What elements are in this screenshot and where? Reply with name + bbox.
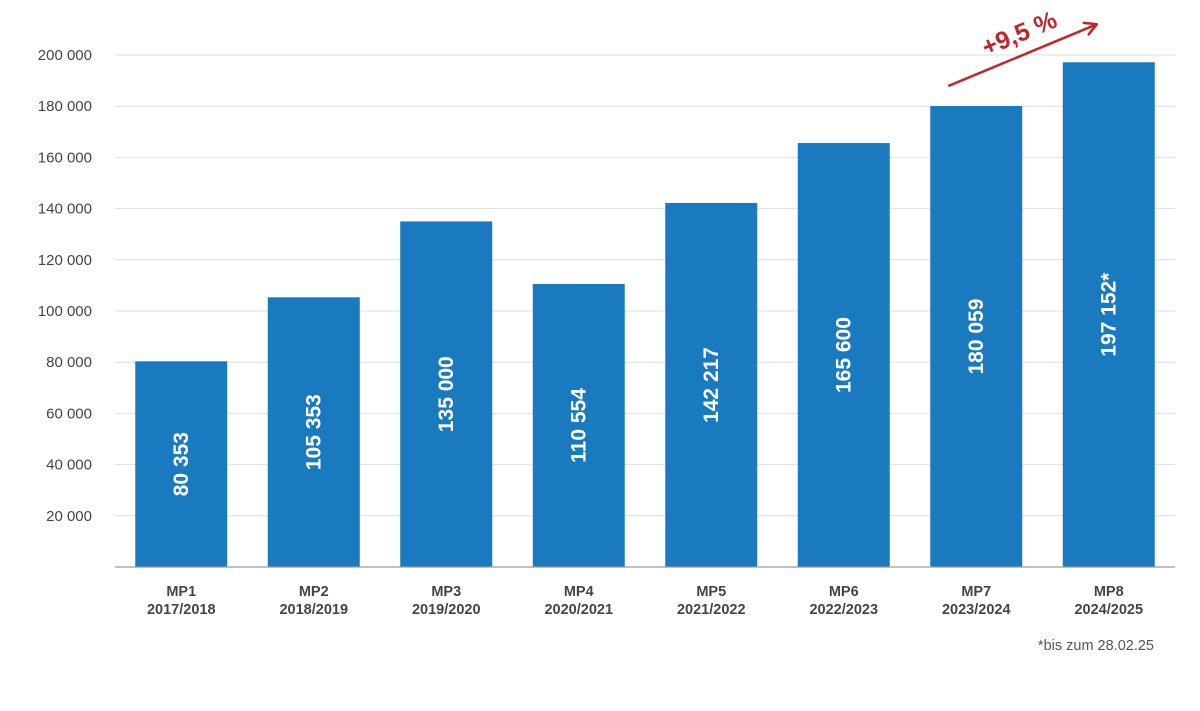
footnote: *bis zum 28.02.25 [1037,638,1154,654]
growth-annotation-label: +9,5 % [978,6,1061,62]
x-category-period: 2022/2023 [809,602,878,618]
bars: 80 353 105 353 135 000 110 554 142 217 165 60… [135,62,1155,568]
bar-value-label: 197 152* [1098,272,1121,357]
bar [930,106,1023,568]
y-tick-label: 60 000 [46,405,92,422]
y-tick-label: 20 000 [46,508,92,525]
bar-value-label: 142 217 [700,347,723,423]
y-axis: 20 000 40 000 60 000 80 000 100 000 120 000 14… [38,47,92,525]
x-axis: MP1 2017/2018 MP2 2018/2019 MP3 2019/2020 MP4 2… [115,566,1175,618]
bar [665,202,758,567]
bar [135,361,228,567]
x-category-period: 2019/2020 [412,602,481,618]
bar-value-label: 80 353 [170,432,193,496]
bar [267,297,360,567]
x-category-period: 2024/2025 [1074,602,1143,618]
y-tick-label: 40 000 [46,457,92,474]
x-category-period: 2023/2024 [942,602,1011,618]
bar [532,283,625,567]
y-tick-label: 120 000 [38,252,92,269]
y-tick-label: 160 000 [38,149,92,166]
y-tick-label: 80 000 [46,354,92,371]
growth-arrow-line [947,23,1098,88]
x-category-code: MP7 [961,584,991,600]
y-tick-label: 100 000 [38,303,92,320]
x-category-period: 2020/2021 [544,602,613,618]
bar [797,143,890,567]
bar [400,221,493,567]
growth-arrow-head [1082,21,1098,36]
x-category-period: 2018/2019 [279,602,348,618]
y-tick-label: 180 000 [38,98,92,115]
x-category-period: 2017/2018 [147,602,216,618]
bar-value-label: 180 059 [965,299,988,375]
x-category-code: MP3 [431,584,461,600]
x-category-code: MP4 [564,584,594,600]
x-category-code: MP5 [696,584,726,600]
x-category-period: 2021/2022 [677,602,746,618]
x-category-code: MP8 [1094,584,1124,600]
y-tick-label: 140 000 [38,201,92,218]
x-category-code: MP1 [166,584,196,600]
bar [1062,62,1155,567]
bar-value-label: 110 554 [568,388,591,463]
bar-value-label: 105 353 [303,394,326,470]
bar-value-label: 165 600 [833,317,856,393]
x-category-code: MP6 [829,584,859,600]
bar-value-label: 135 000 [435,356,458,432]
x-category-code: MP2 [299,584,329,600]
y-tick-label: 200 000 [38,47,92,64]
